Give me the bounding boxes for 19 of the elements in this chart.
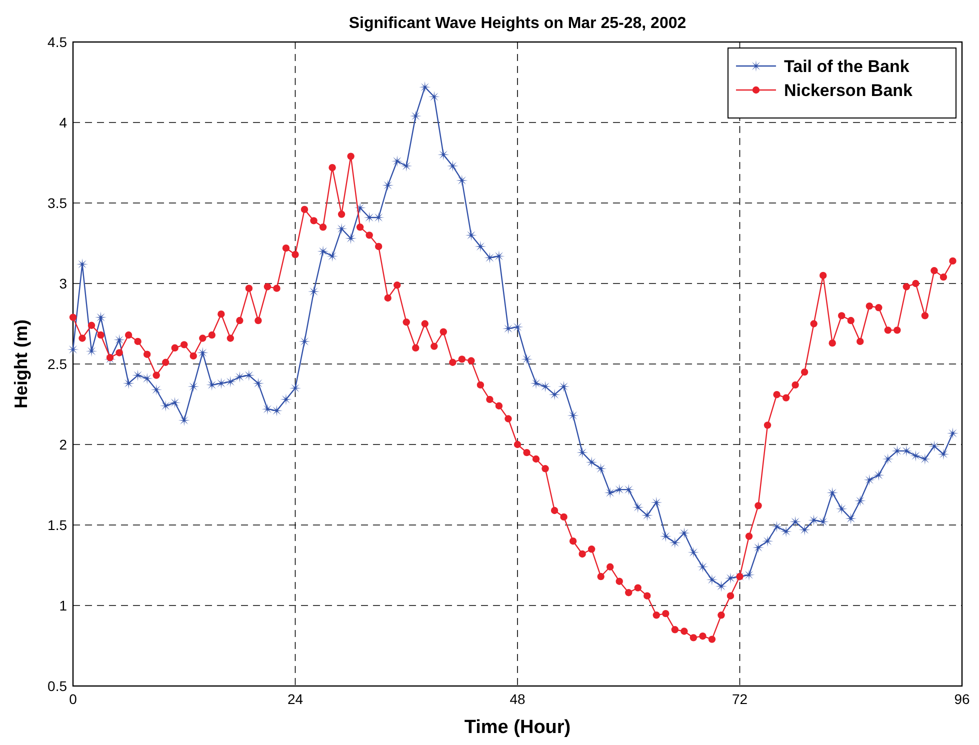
y-tick-label: 4 <box>59 114 68 130</box>
x-tick-label: 96 <box>954 691 970 707</box>
x-axis-title: Time (Hour) <box>464 717 571 738</box>
y-tick-label: 2 <box>59 436 68 452</box>
y-axis-title: Height (m) <box>11 320 31 408</box>
y-tick-label: 1 <box>59 598 68 614</box>
x-tick-label: 48 <box>510 691 526 707</box>
legend-label: Tail of the Bank <box>784 57 910 76</box>
y-tick-label: 0.5 <box>48 678 68 694</box>
y-tick-label: 3.5 <box>48 195 68 211</box>
y-tick-label: 2.5 <box>48 356 68 372</box>
x-tick-label: 72 <box>732 691 748 707</box>
x-tick-label: 0 <box>69 691 78 707</box>
y-tick-label: 3 <box>59 276 68 292</box>
x-tick-label: 24 <box>287 691 304 707</box>
y-tick-label: 1.5 <box>48 517 68 533</box>
chart-title: Significant Wave Heights on Mar 25-28, 2002 <box>348 15 686 32</box>
legend-label: Nickerson Bank <box>784 81 914 100</box>
y-tick-label: 4.5 <box>48 34 68 50</box>
